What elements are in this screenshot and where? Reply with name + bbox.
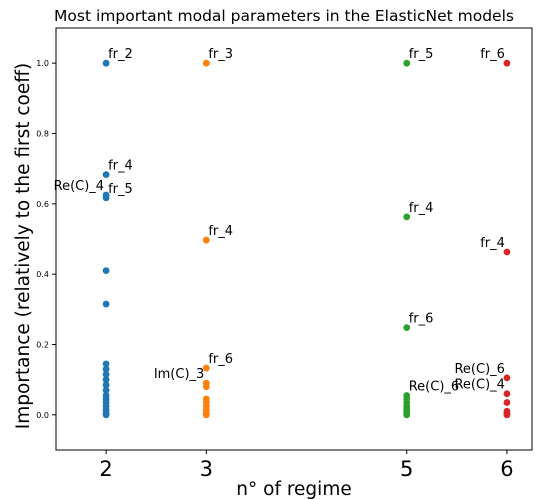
point-annotation: Re(C)_4 bbox=[54, 179, 104, 194]
data-point bbox=[102, 376, 110, 384]
data-point bbox=[403, 213, 411, 221]
point-annotation: fr_5 bbox=[108, 182, 133, 197]
y-tick-label: 0.6 bbox=[36, 200, 49, 209]
point-annotation: Im(C)_3 bbox=[154, 367, 205, 382]
data-point bbox=[102, 386, 110, 394]
x-tick-label: 3 bbox=[200, 457, 213, 481]
point-annotation: fr_3 bbox=[208, 47, 233, 62]
y-tick-label: 0.2 bbox=[36, 341, 49, 350]
y-tick-label: 0.8 bbox=[36, 130, 49, 139]
data-point bbox=[102, 59, 110, 67]
plot-area-frame bbox=[55, 27, 533, 451]
point-annotation: fr_6 bbox=[409, 312, 434, 327]
y-tick-label: 0.4 bbox=[36, 270, 49, 279]
data-point bbox=[202, 411, 210, 419]
data-point bbox=[503, 411, 511, 419]
y-axis-label: Importance (relatively to the first coef… bbox=[13, 63, 34, 429]
data-point bbox=[403, 324, 411, 332]
point-annotation: fr_4 bbox=[208, 224, 233, 239]
point-annotation: fr_6 bbox=[208, 352, 233, 367]
data-point bbox=[102, 365, 110, 373]
point-annotation: fr_6 bbox=[480, 47, 505, 62]
data-point bbox=[202, 59, 210, 67]
data-point bbox=[102, 300, 110, 308]
point-annotation: Re(C)_6 bbox=[454, 362, 504, 377]
data-point bbox=[503, 59, 511, 67]
point-annotation: Re(C)_6 bbox=[409, 379, 459, 394]
chart-marks: 2 3 5 6 0.0 0.2 0.4 0.6 0.8 1.0 fr_2 fr_4 Re(C)_4 fr_… bbox=[36, 47, 513, 481]
data-point bbox=[202, 364, 210, 372]
data-point bbox=[503, 248, 511, 256]
x-tick-label: 2 bbox=[99, 457, 112, 481]
chart-title: Most important modal parameters in the E… bbox=[54, 7, 514, 25]
data-point bbox=[102, 370, 110, 378]
point-annotation: fr_4 bbox=[108, 159, 133, 174]
data-point bbox=[102, 171, 110, 179]
data-point bbox=[503, 390, 511, 398]
data-point bbox=[403, 59, 411, 67]
x-tick-label: 6 bbox=[500, 457, 513, 481]
data-point bbox=[102, 194, 110, 202]
data-point bbox=[202, 236, 210, 244]
y-tick-label: 0.0 bbox=[36, 411, 49, 420]
point-annotation: fr_4 bbox=[480, 236, 505, 251]
data-point bbox=[102, 267, 110, 275]
data-point bbox=[503, 374, 511, 382]
point-annotation: fr_2 bbox=[108, 47, 133, 62]
data-point bbox=[403, 411, 411, 419]
data-point bbox=[102, 381, 110, 389]
x-axis-label: n° of regime bbox=[236, 479, 351, 499]
x-tick-label: 5 bbox=[400, 457, 413, 481]
data-point bbox=[102, 360, 110, 368]
point-annotation: fr_4 bbox=[409, 201, 434, 216]
data-point bbox=[202, 383, 210, 391]
data-point bbox=[102, 411, 110, 419]
data-point bbox=[503, 399, 511, 406]
point-annotation: Re(C)_4 bbox=[454, 378, 504, 393]
point-annotation: fr_5 bbox=[409, 47, 434, 62]
y-tick-label: 1.0 bbox=[36, 59, 49, 68]
